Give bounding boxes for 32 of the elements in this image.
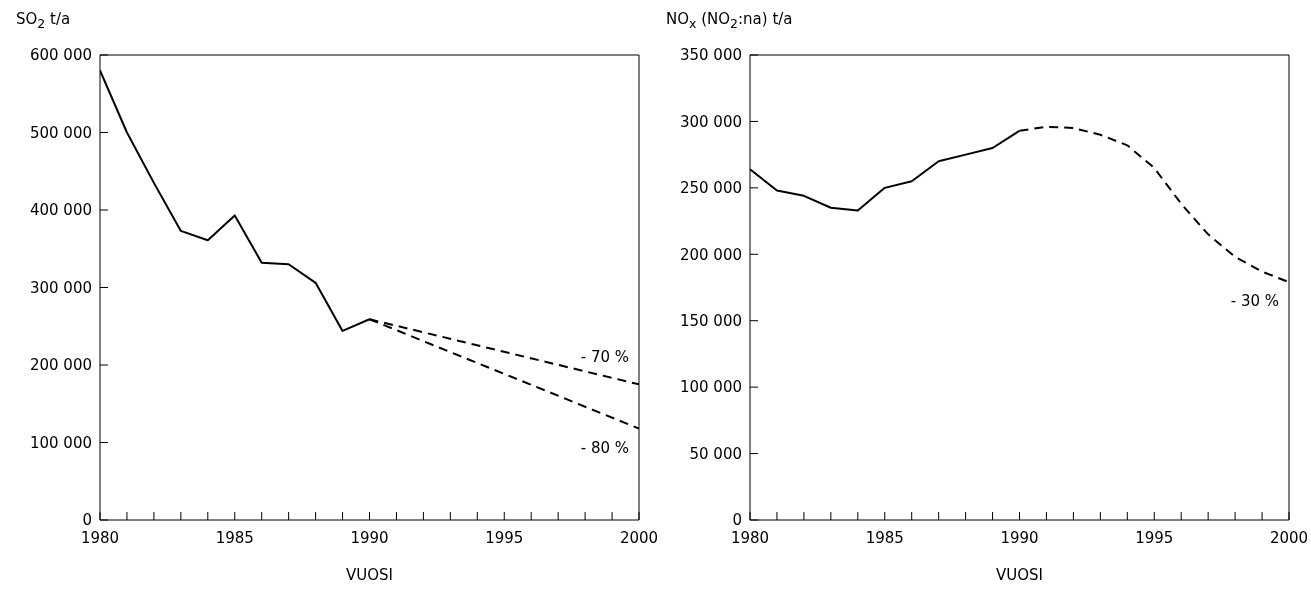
x-tick-label: 2000 bbox=[1269, 528, 1309, 547]
y-tick-label: 200 000 bbox=[679, 245, 742, 264]
x-tick-label: 1995 bbox=[485, 528, 524, 547]
y-tick-label: 500 000 bbox=[29, 123, 92, 142]
annotation: - 70 % bbox=[580, 348, 629, 367]
y-tick-label: 300 000 bbox=[679, 112, 742, 131]
y-tick-label: 600 000 bbox=[29, 46, 92, 65]
y-tick-label: 150 000 bbox=[679, 312, 742, 331]
x-tick-label: 1980 bbox=[730, 528, 770, 547]
y-tick-label: 50 000 bbox=[689, 444, 742, 463]
x-tick-label: 1985 bbox=[865, 528, 904, 547]
annotation: - 30 % bbox=[1230, 292, 1279, 311]
y-axis-title: NO$_{x}$ (NO$_{2}$:na) t/a bbox=[666, 10, 793, 31]
x-tick-label: 1990 bbox=[1000, 528, 1039, 547]
y-tick-label: 300 000 bbox=[29, 278, 92, 297]
x-tick-label: 1995 bbox=[1135, 528, 1174, 547]
y-tick-label: 0 bbox=[732, 511, 742, 530]
y-tick-label: 100 000 bbox=[679, 378, 742, 397]
x-tick-label: 2000 bbox=[619, 528, 659, 547]
annotation: - 80 % bbox=[580, 438, 629, 457]
y-axis-title: SO$_{2}$ t/a bbox=[16, 10, 71, 31]
y-tick-label: 350 000 bbox=[679, 46, 742, 65]
x-tick-label: 1990 bbox=[350, 528, 389, 547]
x-tick-label: 1985 bbox=[215, 528, 254, 547]
x-axis-title: VUOSI bbox=[996, 566, 1043, 584]
x-axis-title: VUOSI bbox=[346, 566, 393, 584]
y-tick-label: 250 000 bbox=[679, 179, 742, 198]
y-tick-label: 100 000 bbox=[29, 433, 92, 452]
x-tick-label: 1980 bbox=[80, 528, 120, 547]
y-tick-label: 200 000 bbox=[29, 356, 92, 375]
y-tick-label: 0 bbox=[82, 511, 92, 530]
y-tick-label: 400 000 bbox=[29, 201, 92, 220]
